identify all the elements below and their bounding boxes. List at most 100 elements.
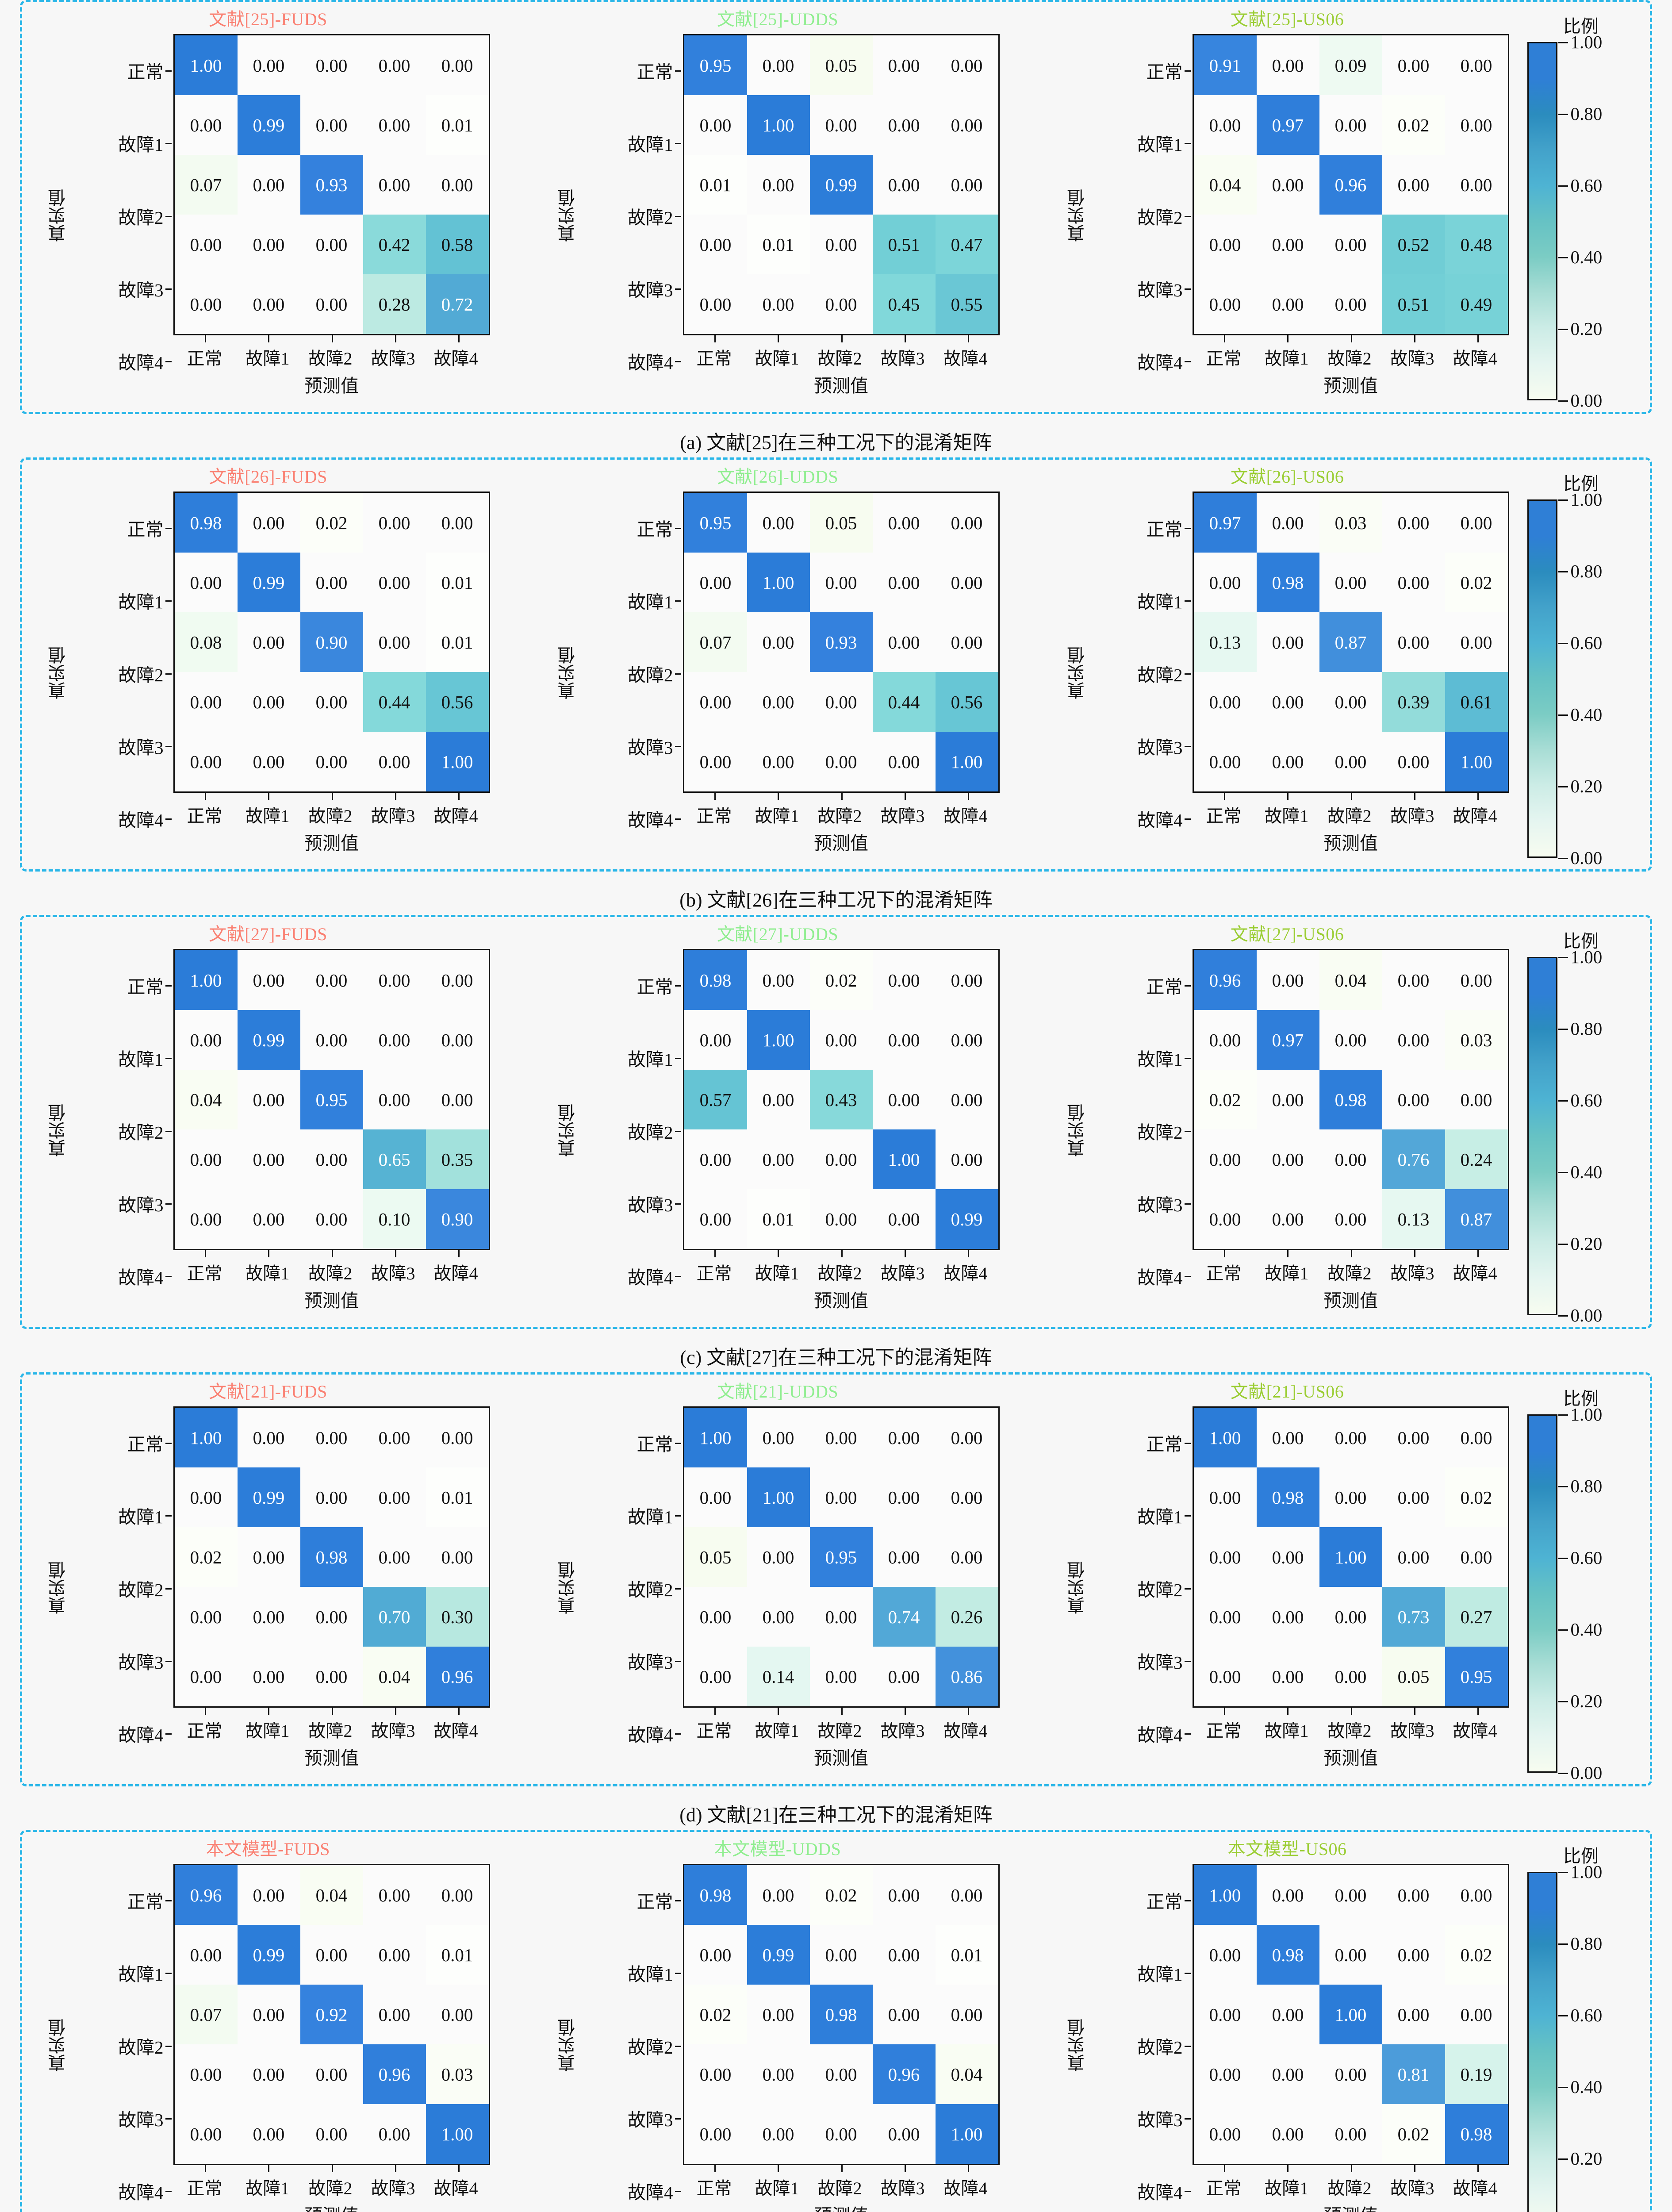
x-tick-label: 正常	[187, 2178, 222, 2198]
y-axis-ticks	[1184, 949, 1193, 1312]
colorbar-tick-label: 1.00	[1558, 489, 1603, 510]
figure-block-d: 文献[21]-FUDS 真实值 正常 故障1 故障2 故障3 故障4 1.00 0.00 0.00…	[20, 1372, 1652, 1827]
y-tick-mark	[1184, 949, 1193, 1022]
colorbar-tick-label: 0.40	[1558, 247, 1603, 267]
heatmap-cell: 0.00	[684, 1010, 747, 1070]
heatmap-cell: 0.01	[426, 1925, 489, 1985]
grid-wrapper: 0.98 0.00 0.02 0.00 0.00 0.00 0.99 0.00 0.00 0.01…	[683, 1864, 1000, 2212]
heatmap-cell: 0.61	[1445, 672, 1508, 732]
heatmap-cell: 0.00	[872, 1189, 936, 1249]
heatmap-cell: 1.00	[1193, 1408, 1257, 1467]
heatmap-cell: 0.00	[1445, 1865, 1508, 1925]
x-tick-label: 故障2	[817, 1263, 862, 1283]
heatmap-cell: 0.00	[1382, 155, 1445, 215]
x-axis-ticks	[173, 1250, 490, 1259]
matrix-body: 真实值 正常 故障1 故障2 故障3 故障4 0.98 0.00 0.02 0.00 0.00 0.0…	[46, 492, 490, 855]
x-axis-ticks	[173, 335, 490, 344]
heatmap-cell: 0.95	[1445, 1647, 1508, 1706]
y-tick-label: 故障3	[118, 2109, 164, 2130]
heatmap-cell: 0.00	[935, 612, 998, 672]
heatmap-cell: 0.02	[1445, 1467, 1508, 1527]
heatmap-cell: 0.00	[174, 274, 238, 334]
x-tick-mark	[426, 335, 490, 344]
y-tick-mark	[675, 2154, 683, 2212]
y-tick-mark	[1184, 1624, 1193, 1697]
colorbar-tick-label: 0.20	[1558, 1691, 1603, 1711]
y-tick-mark	[675, 325, 683, 397]
heatmap-cell: 0.98	[1319, 1070, 1382, 1129]
heatmap-grid: 1.00 0.00 0.00 0.00 0.00 0.00 1.00 0.00 0.00 0.00…	[683, 1406, 1000, 1708]
heatmap-cell: 0.00	[174, 1587, 238, 1647]
x-tick-label: 故障2	[308, 1263, 353, 1283]
x-axis-label: 预测值	[1193, 2200, 1509, 2212]
x-axis-label: 预测值	[304, 1290, 359, 1311]
x-tick-mark	[426, 2165, 490, 2174]
heatmap-cell: 0.00	[935, 95, 998, 155]
x-axis-label: 预测值	[814, 376, 868, 396]
x-tick-mark	[173, 1250, 237, 1259]
x-tick-label: 正常	[1206, 349, 1242, 369]
y-axis-ticks	[675, 949, 683, 1312]
heatmap-cell: 0.00	[426, 950, 489, 1010]
x-tick-mark	[237, 2165, 300, 2174]
heatmap-cell: 0.00	[1256, 1865, 1319, 1925]
matrix-title: 文献[26]-US06	[1230, 467, 1344, 487]
colorbar-ticks: 1.00 0.80 0.60 0.40 0.20 0.00	[1557, 947, 1635, 1325]
row-tick-labels: 正常 故障1 故障2 故障3 故障4	[70, 1406, 165, 1770]
heatmap-cell: 0.09	[1319, 35, 1382, 95]
y-axis-label: 真实值	[1067, 189, 1087, 242]
row-tick-labels: 正常 故障1 故障2 故障3 故障4	[70, 1864, 165, 2212]
colorbar-tick-label: 0.80	[1558, 561, 1603, 581]
x-tick-label: 正常	[696, 2178, 732, 2198]
heatmap-cell: 0.00	[237, 35, 300, 95]
row-tick-labels: 正常 故障1 故障2 故障3 故障4	[1089, 949, 1185, 1312]
x-tick-label: 故障1	[755, 806, 799, 826]
heatmap-cell: 0.00	[747, 1865, 810, 1925]
row-tick-labels: 正常 故障1 故障2 故障3 故障4	[1089, 492, 1185, 855]
x-tick-mark	[1382, 335, 1446, 344]
heatmap-cell: 0.99	[237, 1010, 300, 1070]
heatmap-cell: 0.95	[684, 35, 747, 95]
heatmap-cell: 0.99	[809, 155, 873, 215]
x-tick-mark	[683, 1708, 746, 1717]
x-tick-label: 正常	[1206, 2178, 1242, 2198]
y-tick-label: 故障2	[118, 207, 164, 228]
confusion-matrix-d-fuds: 文献[21]-FUDS 真实值 正常 故障1 故障2 故障3 故障4 1.00 0.00 0.00…	[34, 1382, 502, 1770]
colorbar-tick-label: 0.40	[1558, 2077, 1603, 2097]
heatmap-cell: 0.00	[747, 950, 810, 1010]
grid-wrapper: 1.00 0.00 0.00 0.00 0.00 0.00 0.99 0.00 0.00 0.01…	[173, 1406, 490, 1770]
y-tick-mark	[1184, 492, 1193, 564]
heatmap-cell: 0.00	[747, 1527, 810, 1587]
heatmap-cell: 0.00	[237, 1189, 300, 1249]
y-tick-mark	[675, 1864, 683, 1936]
heatmap-cell: 0.00	[809, 1189, 873, 1249]
heatmap-cell: 0.00	[684, 274, 747, 334]
y-tick-mark	[165, 179, 173, 252]
heatmap-cell: 0.00	[1193, 732, 1257, 791]
x-tick-label: 故障2	[1327, 1263, 1372, 1283]
heatmap-cell: 0.00	[300, 732, 363, 791]
y-tick-label: 故障4	[1137, 810, 1183, 830]
heatmap-cell: 0.00	[237, 155, 300, 215]
y-tick-mark	[165, 1697, 173, 1770]
heatmap-grid: 1.00 0.00 0.00 0.00 0.00 0.00 0.99 0.00 0.00 0.01…	[173, 34, 490, 335]
x-tick-label: 故障2	[308, 349, 353, 369]
x-tick-mark	[1319, 1708, 1382, 1717]
y-axis-label: 真实值	[48, 1104, 68, 1157]
y-tick-label: 故障1	[628, 592, 673, 613]
x-tick-mark	[936, 1708, 999, 1717]
heatmap-cell: 0.00	[1382, 493, 1445, 553]
matrix-title: 文献[27]-UDDS	[717, 924, 839, 944]
x-axis-label: 预测值	[1323, 1748, 1378, 1768]
y-axis-ticks	[1184, 1864, 1193, 2212]
colorbar-title: 比例	[1563, 474, 1599, 494]
x-tick-label: 故障2	[308, 2178, 353, 2198]
heatmap-cell: 1.00	[1319, 1985, 1382, 2044]
y-tick-label: 故障1	[1137, 592, 1183, 613]
x-axis-ticks	[683, 1708, 1000, 1717]
x-axis-label: 预测值	[814, 1748, 868, 1768]
heatmap-cell: 0.01	[426, 612, 489, 672]
x-tick-label: 故障4	[433, 1721, 478, 1741]
heatmap-cell: 0.00	[174, 2044, 238, 2104]
heatmap-cell: 0.96	[363, 2044, 426, 2104]
